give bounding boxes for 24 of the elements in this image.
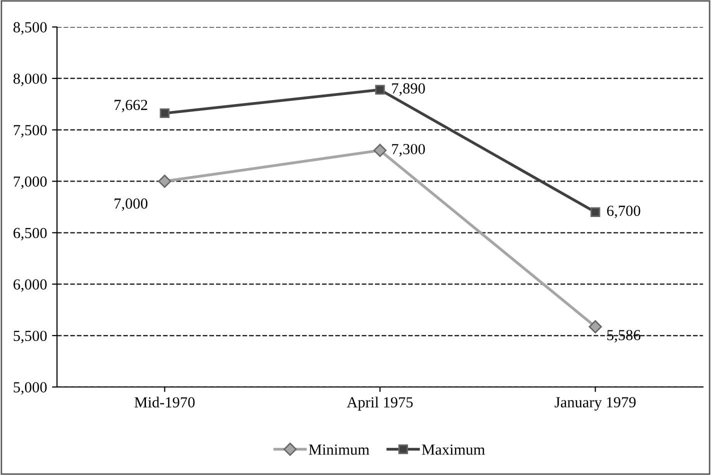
y-tick-label: 8,500 — [13, 22, 47, 35]
legend-label: Maximum — [422, 444, 485, 455]
point — [590, 207, 600, 218]
x-tick-label: January 1979 — [554, 397, 636, 411]
point — [373, 144, 387, 158]
data-label: 7,890 — [392, 83, 425, 96]
x-tick-label: April 1975 — [346, 396, 413, 411]
y-tick-label: 5,000 — [14, 382, 47, 395]
point — [588, 320, 602, 334]
y-tick-label: 6,000 — [14, 279, 47, 292]
y-tick-label: 7,000 — [14, 176, 47, 189]
data-label: 7,300 — [392, 144, 425, 156]
y-tick-label: 5,500 — [14, 330, 47, 344]
legend-label: Minimum — [308, 444, 370, 455]
y-tick-label: 6,500 — [14, 228, 47, 240]
x-tick-label: Mid-1970 — [134, 396, 195, 408]
point — [160, 108, 170, 118]
point — [158, 174, 172, 188]
data-label: 7,662 — [114, 100, 148, 112]
point — [375, 84, 385, 95]
y-tick-label: 7,500 — [14, 125, 47, 138]
y-tick-label: 8,000 — [13, 74, 47, 86]
data-label: 6,700 — [607, 206, 640, 218]
data-label: 7,000 — [114, 198, 148, 211]
